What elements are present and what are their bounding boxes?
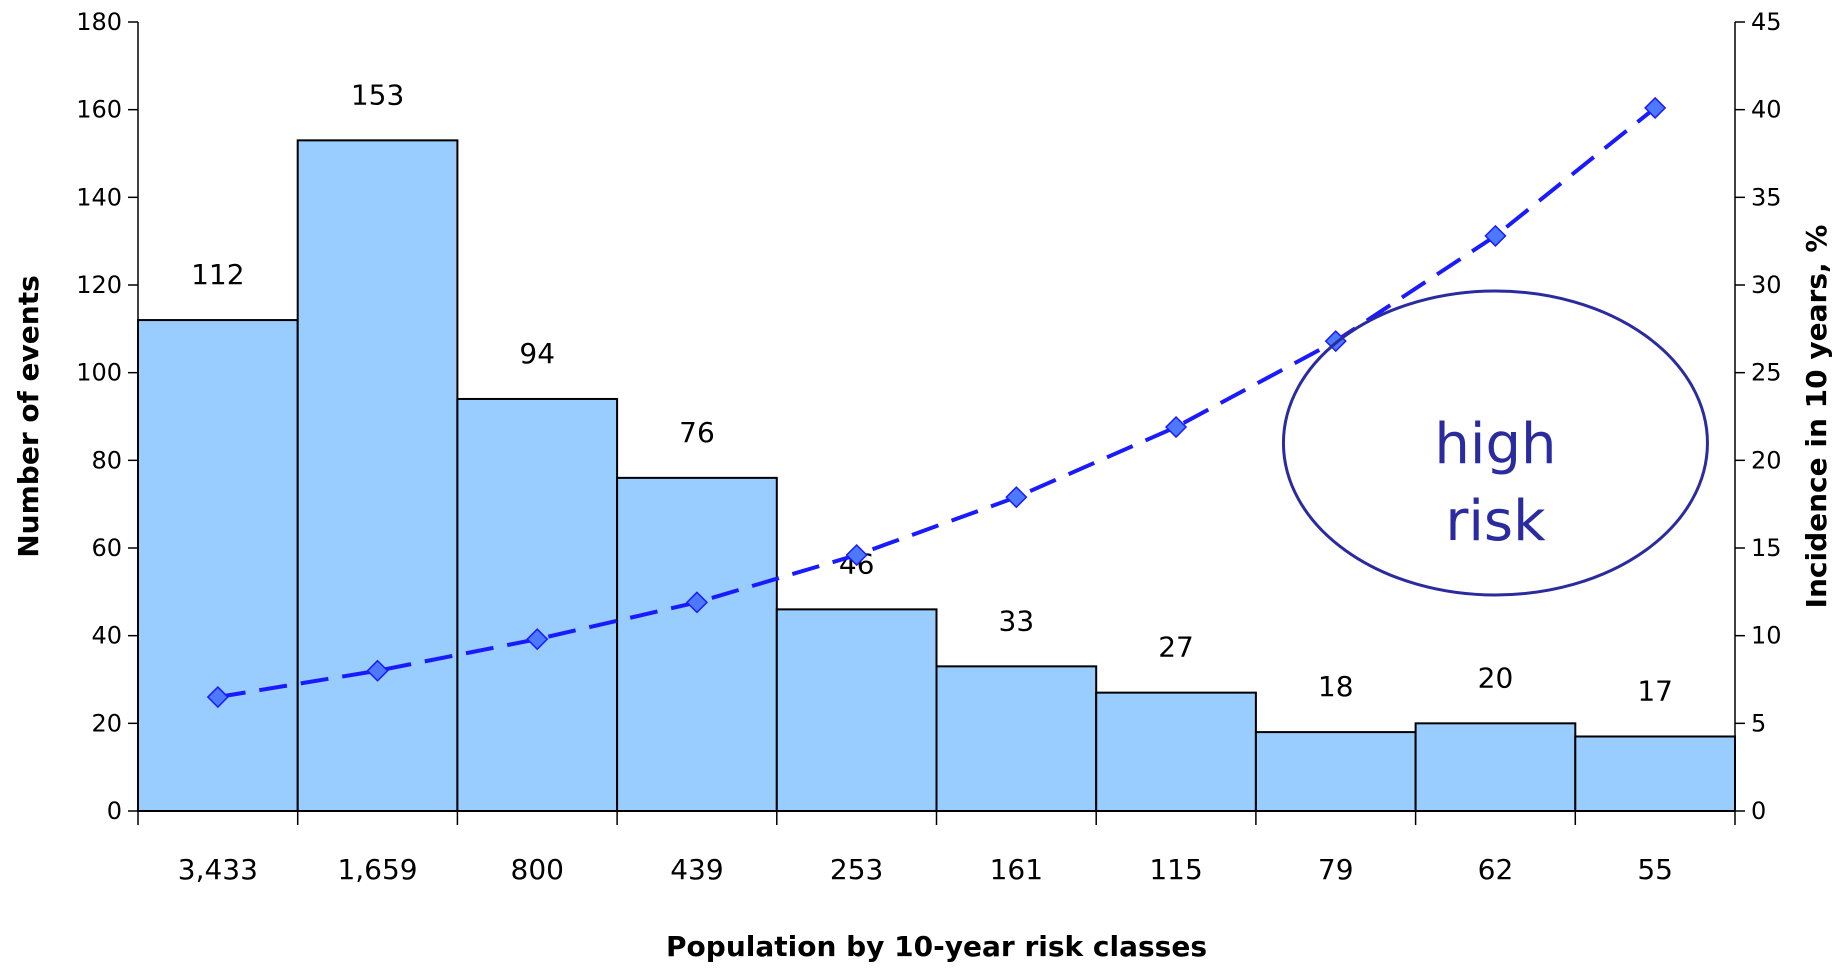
bar-data-label-2: 94 [519, 337, 555, 370]
y-tick-label-5: 100 [76, 359, 122, 387]
bar-1 [296, 139, 459, 813]
bars [137, 139, 1737, 813]
y2-tick-label-8: 40 [1751, 96, 1782, 124]
bar-9 [1574, 735, 1737, 813]
incidence-marker-2 [526, 628, 549, 651]
y-tick-label-2: 40 [91, 622, 122, 650]
axes: 0 20 40 60 80 100 120 140 160 180 0 5 10 15 20 25 30 35 40… [76, 8, 1781, 886]
incidence-line [217, 106, 1657, 700]
bar-data-label-3: 76 [679, 416, 715, 449]
y-tick-label-1: 20 [91, 709, 122, 737]
bar-6 [1095, 691, 1257, 813]
y2-tick-label-6: 30 [1751, 271, 1782, 299]
bar-data-label-7: 18 [1318, 670, 1354, 703]
x-tick-label-6: 115 [1149, 853, 1202, 886]
y2-tick-label-1: 5 [1751, 709, 1766, 737]
x-axis-title: Population by 10-year risk classes [666, 930, 1207, 963]
y2-tick-label-9: 45 [1751, 8, 1782, 36]
y2-axis-title: Incidence in 10 years, % [1800, 225, 1833, 609]
bar-labels: 1121539476463327182017 [191, 78, 1673, 707]
bar-data-label-0: 112 [191, 258, 244, 291]
bar-4 [775, 608, 938, 812]
y2-tick-label-4: 20 [1751, 446, 1782, 474]
x-tick-label-9: 55 [1637, 853, 1673, 886]
high-risk-annotation: high risk [1281, 289, 1709, 597]
bar-3 [616, 476, 778, 812]
incidence-marker-6 [1164, 415, 1188, 439]
annotation-text-line-1: high [1434, 412, 1556, 477]
x-tick-label-7: 79 [1318, 853, 1354, 886]
incidence-marker-8 [1484, 224, 1507, 247]
y-tick-label-8: 160 [76, 96, 122, 124]
y-tick-label-6: 120 [76, 271, 122, 299]
y-tick-label-4: 80 [91, 446, 122, 474]
x-tick-label-8: 62 [1478, 853, 1514, 886]
incidence-marker-9 [1644, 96, 1667, 119]
x-tick-label-0: 3,433 [178, 853, 258, 886]
y-tick-label-7: 140 [76, 183, 122, 211]
bar-0 [137, 319, 299, 812]
y2-tick-label-7: 35 [1751, 183, 1782, 211]
annotation-text-line-2: risk [1445, 489, 1546, 554]
bar-data-label-1: 153 [351, 78, 404, 111]
incidence-marker-3 [685, 591, 709, 614]
x-tick-label-2: 800 [511, 853, 564, 886]
bar-8 [1414, 722, 1577, 812]
bar-data-label-8: 20 [1478, 661, 1514, 694]
y-tick-label-3: 60 [91, 534, 122, 562]
incidence-marker-4 [845, 543, 868, 567]
y2-tick-label-2: 10 [1751, 622, 1782, 650]
x-tick-label-5: 161 [990, 853, 1043, 886]
y-tick-label-9: 180 [76, 8, 122, 36]
y-tick-label-0: 0 [107, 797, 122, 825]
x-tick-label-4: 253 [830, 853, 883, 886]
bar-2 [456, 397, 619, 812]
incidence-marker-0 [206, 685, 229, 709]
y2-tick-label-5: 25 [1751, 359, 1782, 387]
y2-tick-label-0: 0 [1751, 797, 1766, 825]
annotation-ellipse [1281, 289, 1709, 597]
incidence-marker-5 [1005, 486, 1028, 509]
bar-data-label-5: 33 [999, 604, 1035, 637]
bar-data-label-9: 17 [1637, 674, 1673, 707]
incidence-marker-1 [366, 659, 389, 682]
x-tick-label-1: 1,659 [337, 853, 417, 886]
bar-data-label-6: 27 [1158, 631, 1194, 664]
incidence-line-series [206, 96, 1667, 709]
y-axis-title: Number of events [12, 275, 45, 558]
bar-7 [1254, 731, 1417, 812]
bar-5 [935, 665, 1098, 812]
x-tick-label-3: 439 [670, 853, 723, 886]
y2-tick-label-3: 15 [1751, 534, 1782, 562]
